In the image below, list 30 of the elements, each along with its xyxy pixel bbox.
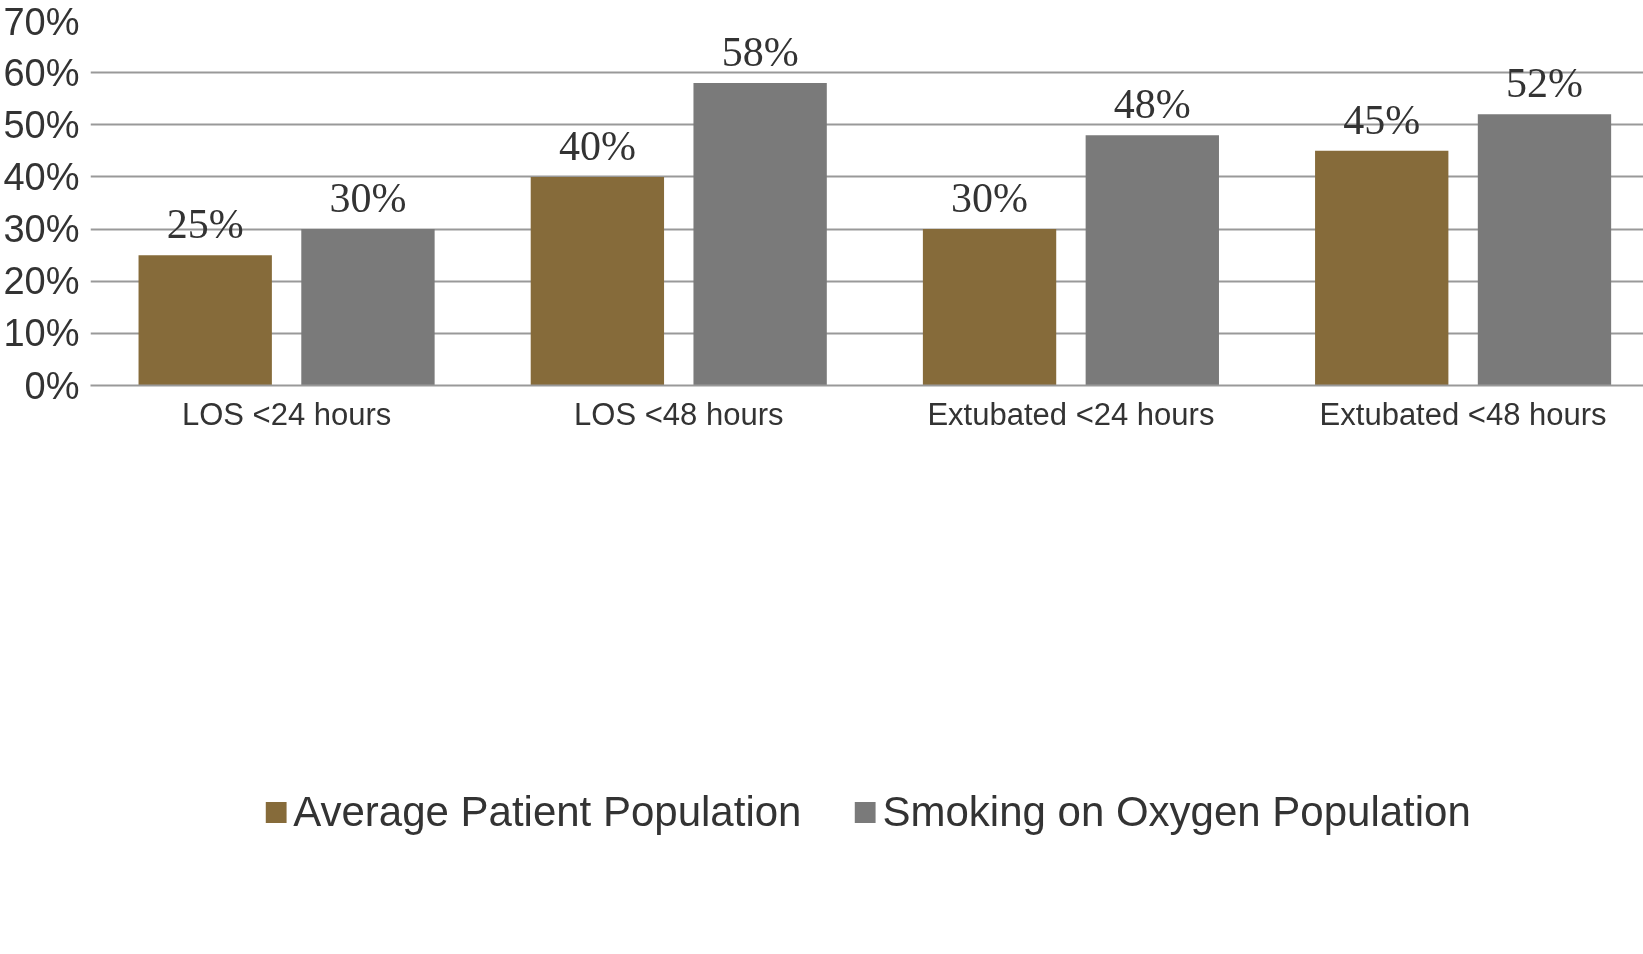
y-tick-label: 0% bbox=[24, 364, 80, 407]
bar bbox=[1477, 114, 1612, 386]
y-tick-label: 60% bbox=[3, 51, 80, 94]
bar bbox=[301, 229, 435, 386]
bar bbox=[922, 229, 1057, 386]
x-tick-label: LOS <48 hours bbox=[574, 396, 784, 432]
y-tick-label: 40% bbox=[3, 155, 80, 198]
y-tick-label: 70% bbox=[3, 0, 80, 43]
bar bbox=[138, 255, 272, 386]
y-tick-label: 30% bbox=[3, 208, 80, 251]
x-tick-label: Extubated <24 hours bbox=[927, 396, 1215, 432]
data-label: 58% bbox=[721, 29, 799, 76]
x-tick-label: Extubated <48 hours bbox=[1319, 396, 1607, 432]
data-label: 30% bbox=[951, 175, 1029, 222]
data-label: 45% bbox=[1343, 96, 1421, 143]
data-label: 25% bbox=[166, 201, 244, 248]
y-tick-label: 50% bbox=[3, 103, 80, 146]
bar bbox=[1085, 135, 1219, 386]
x-tick-label: LOS <24 hours bbox=[181, 396, 392, 432]
bar bbox=[693, 83, 827, 386]
y-tick-label: 20% bbox=[3, 260, 80, 303]
bar bbox=[530, 176, 665, 386]
data-label: 30% bbox=[329, 175, 407, 222]
data-label: 52% bbox=[1505, 60, 1583, 107]
legend-label: Average Patient Population bbox=[293, 788, 802, 836]
legend-label: Smoking on Oxygen Population bbox=[882, 788, 1471, 836]
data-label: 48% bbox=[1113, 81, 1191, 128]
data-label: 40% bbox=[558, 122, 636, 169]
bar bbox=[1315, 150, 1449, 386]
y-tick-label: 10% bbox=[3, 312, 80, 355]
